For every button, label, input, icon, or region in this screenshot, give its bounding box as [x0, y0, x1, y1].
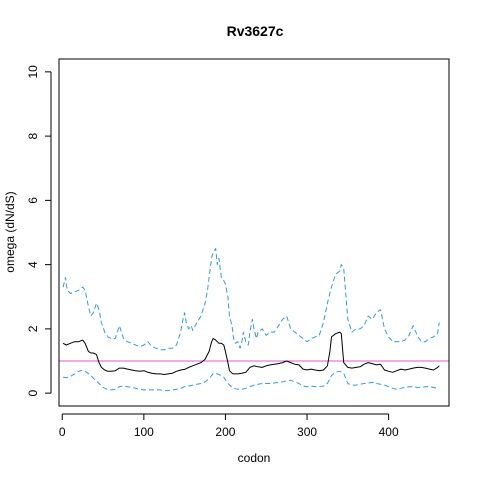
x-tick-label: 300: [297, 425, 317, 439]
y-tick-label: 8: [26, 132, 40, 139]
chart-title: Rv3627c: [227, 23, 284, 39]
plot-frame: [58, 58, 450, 407]
x-tick-label: 200: [215, 425, 235, 439]
series-line-estimate: [62, 331, 440, 375]
x-axis-label: codon: [238, 451, 271, 465]
y-tick-label: 10: [26, 65, 40, 79]
series-line-upper: [62, 248, 440, 351]
y-tick-label: 4: [26, 261, 40, 268]
y-tick-label: 2: [26, 325, 40, 332]
axes: 0 100 200 300 400 0 2 4 6 8 10: [26, 65, 399, 439]
y-axis-label: omega (dN/dS): [3, 191, 17, 272]
x-tick-label: 100: [134, 425, 154, 439]
x-tick-label: 0: [59, 425, 66, 439]
y-tick-label: 6: [26, 197, 40, 204]
x-tick-label: 400: [379, 425, 399, 439]
y-tick-label: 0: [26, 389, 40, 396]
plot-area: [59, 248, 449, 392]
series-line-lower: [63, 369, 440, 392]
